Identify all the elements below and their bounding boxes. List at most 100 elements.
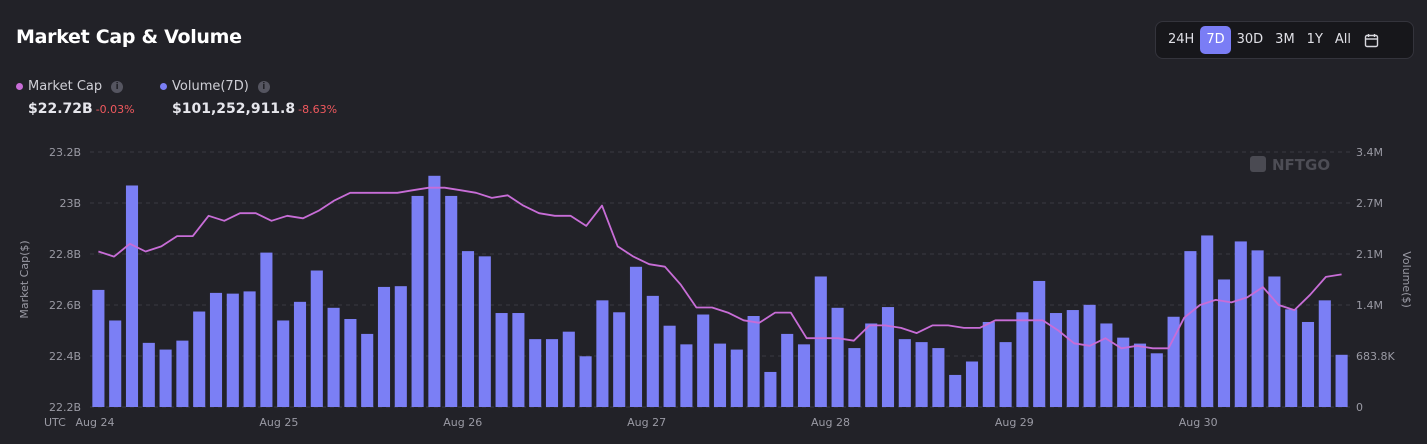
legend-market-cap[interactable]: Market Cap i — [16, 79, 124, 94]
left-tick-label: 22.6B — [49, 299, 81, 312]
volume-bar[interactable] — [344, 318, 357, 407]
volume-bar[interactable] — [1318, 300, 1331, 407]
volume-bar[interactable] — [545, 339, 559, 407]
volume-bar[interactable] — [697, 314, 710, 407]
volume-bar[interactable] — [428, 175, 441, 407]
volume-bar[interactable] — [411, 195, 424, 407]
volume-bar[interactable] — [445, 195, 458, 407]
volume-bar[interactable] — [209, 292, 223, 407]
volume-bar[interactable] — [176, 340, 189, 407]
right-tick-label: 683.8K — [1356, 350, 1395, 363]
volume-bar[interactable] — [680, 344, 693, 407]
volume-bar[interactable] — [125, 185, 139, 407]
volume-bar[interactable] — [512, 313, 525, 407]
volume-bar[interactable] — [814, 276, 827, 407]
volume-bar[interactable] — [394, 286, 407, 407]
market-cap-line[interactable] — [98, 186, 1342, 350]
volume-bar[interactable] — [226, 293, 239, 407]
volume-bar[interactable] — [142, 342, 155, 407]
volume-bar[interactable] — [982, 321, 995, 407]
right-tick-label: 0 — [1356, 401, 1363, 414]
volume-bar[interactable] — [965, 361, 979, 407]
x-tick-label: Aug 28 — [811, 416, 850, 429]
volume-bar[interactable] — [663, 325, 676, 407]
info-icon[interactable]: i — [111, 80, 124, 93]
volume-bar[interactable] — [579, 356, 592, 407]
volume-bar[interactable] — [747, 316, 760, 407]
volume-bar[interactable] — [831, 307, 844, 407]
range-1y-button[interactable]: 1Y — [1306, 32, 1323, 47]
volume-bar[interactable] — [461, 251, 475, 407]
volume-bar[interactable] — [848, 348, 861, 407]
volume-bar[interactable] — [1133, 343, 1147, 407]
volume-bar[interactable] — [1150, 353, 1163, 407]
calendar-icon[interactable] — [1363, 32, 1379, 48]
volume-bar[interactable] — [730, 349, 743, 407]
volume-bar[interactable] — [327, 307, 340, 407]
range-3m-button[interactable]: 3M — [1275, 32, 1295, 47]
volume-bar[interactable] — [193, 311, 206, 407]
volume-bar[interactable] — [865, 323, 878, 407]
volume-bar[interactable] — [529, 339, 542, 407]
range-24h-button[interactable]: 24H — [1168, 32, 1195, 47]
volume-bar[interactable] — [1301, 321, 1315, 407]
volume-bar[interactable] — [999, 342, 1012, 407]
volume-bar[interactable] — [1335, 354, 1348, 407]
volume-bar[interactable] — [109, 320, 122, 407]
volume-bar[interactable] — [495, 313, 508, 407]
range-30d-button[interactable]: 30D — [1236, 32, 1264, 47]
volume-bar[interactable] — [1100, 323, 1113, 407]
volume-bar[interactable] — [1251, 250, 1264, 407]
volume-bar[interactable] — [1033, 280, 1046, 407]
volume-bar[interactable] — [92, 289, 105, 407]
left-axis-label: Market Cap($) — [18, 240, 31, 318]
volume-bar[interactable] — [646, 295, 659, 407]
volume-bar[interactable] — [613, 312, 626, 407]
volume-bar[interactable] — [1049, 313, 1063, 407]
volume-bar[interactable] — [310, 270, 323, 407]
volume-bar[interactable] — [1117, 337, 1130, 407]
volume-bar[interactable] — [277, 320, 290, 407]
volume-bar[interactable] — [1066, 310, 1079, 407]
x-tick-label: Aug 27 — [627, 416, 666, 429]
volume-bar[interactable] — [898, 339, 911, 407]
right-tick-label: 2.7M — [1356, 197, 1383, 210]
volume-bar[interactable] — [377, 286, 391, 407]
range-all-button[interactable]: All — [1334, 32, 1352, 47]
volume-bar[interactable] — [1016, 312, 1029, 407]
volume-bar[interactable] — [797, 344, 811, 407]
volume-bar[interactable] — [713, 343, 727, 407]
volume-bar[interactable] — [764, 371, 777, 407]
volume-bar[interactable] — [629, 266, 643, 407]
left-tick-label: 23B — [59, 197, 81, 210]
volume-bar[interactable] — [949, 374, 962, 407]
volume-bar[interactable] — [1217, 279, 1231, 407]
volume-bar[interactable] — [243, 291, 256, 407]
volume-bar[interactable] — [361, 333, 374, 407]
volume-value-row: $101,252,911.8 -8.63% — [172, 101, 337, 117]
volume-bar[interactable] — [1184, 251, 1197, 407]
volume-bar[interactable] — [881, 307, 895, 407]
volume-bar[interactable] — [915, 342, 928, 407]
volume-bar[interactable] — [1201, 235, 1214, 407]
legend-volume[interactable]: Volume(7D) i — [160, 79, 270, 94]
volume-bar[interactable] — [293, 301, 307, 407]
volume-bar[interactable] — [781, 333, 794, 407]
volume-bar[interactable] — [1083, 304, 1096, 407]
volume-bar[interactable] — [932, 348, 945, 407]
volume-bar[interactable] — [562, 331, 575, 407]
range-7d-button[interactable]: 7D — [1200, 26, 1231, 54]
volume-bar[interactable] — [159, 349, 172, 407]
volume-bar[interactable] — [260, 252, 273, 407]
market-cap-swatch — [16, 83, 23, 90]
legend-volume-label: Volume(7D) — [172, 79, 249, 94]
volume-bar[interactable] — [1234, 241, 1247, 407]
market-cap-change: -0.03% — [95, 103, 135, 116]
volume-bar[interactable] — [478, 256, 491, 407]
info-icon[interactable]: i — [257, 80, 270, 93]
volume-bar[interactable] — [1285, 309, 1298, 407]
volume-bar[interactable] — [1167, 316, 1180, 407]
volume-bar[interactable] — [1268, 276, 1281, 407]
volume-bar[interactable] — [596, 300, 609, 407]
